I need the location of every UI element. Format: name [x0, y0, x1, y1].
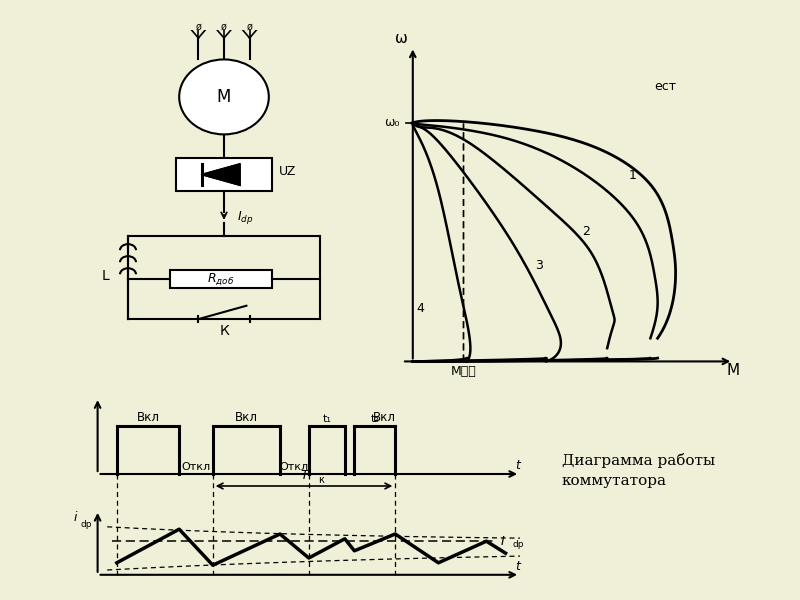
Text: Вкл: Вкл	[137, 410, 159, 424]
Text: 2: 2	[582, 226, 590, 238]
Text: t₂: t₂	[370, 413, 379, 424]
Text: 1: 1	[629, 169, 637, 182]
Text: Откл: Откл	[182, 461, 210, 472]
Text: ест: ест	[654, 80, 676, 92]
Bar	[170, 269, 272, 289]
Text: $I_{dp}$: $I_{dp}$	[237, 209, 253, 226]
Text: ø: ø	[246, 22, 253, 31]
Text: Диаграмма работы
коммутатора: Диаграмма работы коммутатора	[562, 453, 715, 488]
Text: Откл: Откл	[280, 461, 309, 472]
Text: М: М	[217, 88, 231, 106]
Text: Mᵯᵯ: Mᵯᵯ	[450, 365, 476, 377]
Text: UZ: UZ	[278, 166, 296, 178]
Text: ω₀: ω₀	[384, 116, 399, 130]
Text: I: I	[501, 535, 505, 548]
Text: Вкл: Вкл	[235, 410, 258, 424]
Bar	[176, 158, 272, 191]
Text: 3: 3	[535, 259, 543, 272]
Text: К: К	[219, 324, 229, 338]
Text: ø: ø	[221, 22, 227, 31]
Text: 4: 4	[416, 302, 424, 315]
Text: t: t	[515, 459, 520, 472]
Text: M: M	[726, 362, 739, 377]
Text: Вкл: Вкл	[373, 410, 396, 424]
Text: ω: ω	[395, 31, 407, 46]
Text: L: L	[102, 269, 110, 283]
Polygon shape	[202, 164, 240, 185]
Text: t₁: t₁	[322, 413, 331, 424]
Text: к: к	[318, 475, 324, 485]
Text: dp: dp	[513, 539, 524, 548]
Text: ø: ø	[195, 22, 202, 31]
Text: T: T	[300, 469, 308, 482]
Text: dp: dp	[81, 520, 92, 529]
Text: t: t	[515, 560, 520, 573]
Text: $R_{доб}$: $R_{доб}$	[207, 271, 234, 287]
Text: i: i	[74, 511, 77, 524]
Circle shape	[179, 59, 269, 134]
